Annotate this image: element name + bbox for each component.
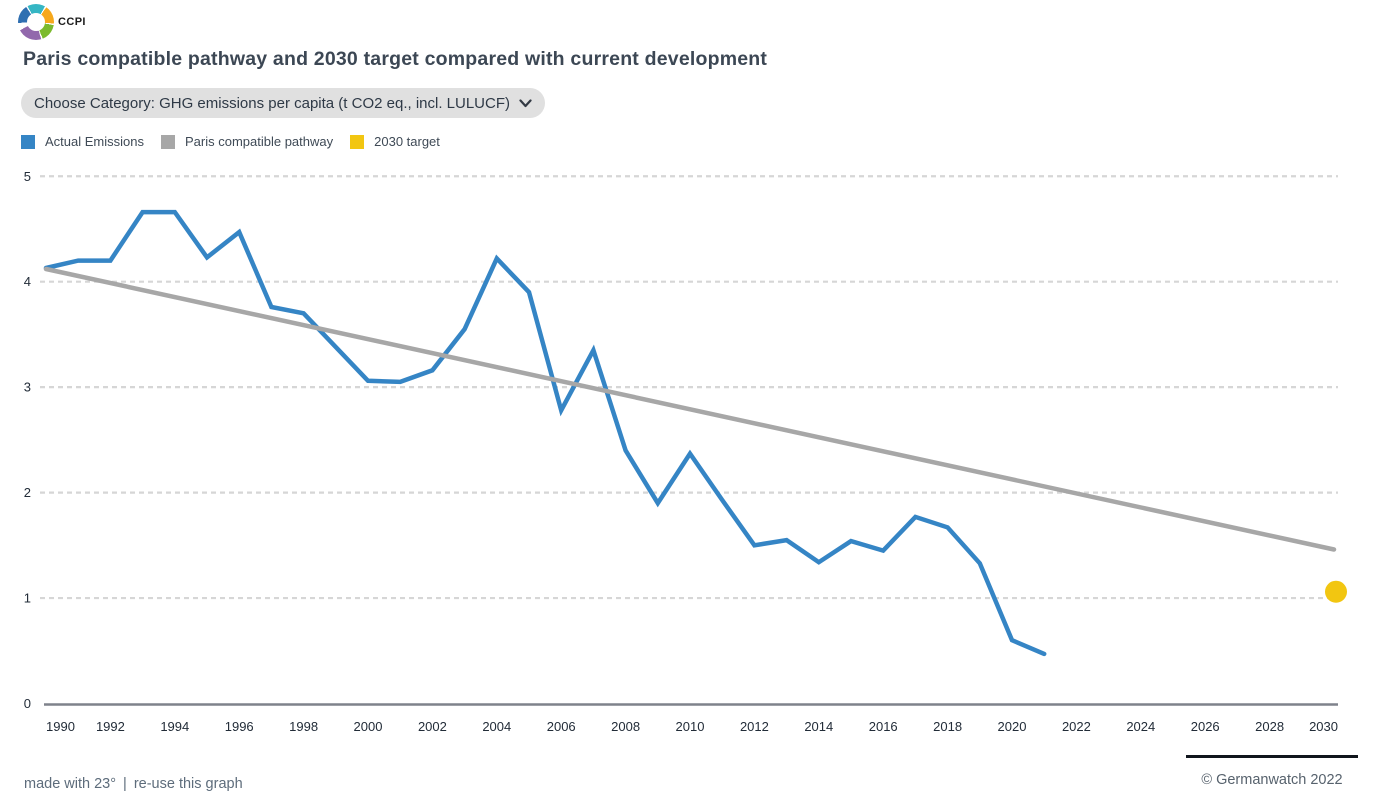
- x-tick-label: 2008: [611, 719, 640, 734]
- paris-pathway-swatch-icon: [160, 134, 175, 149]
- y-tick-label: 1: [24, 591, 31, 606]
- x-tick-label: 2002: [418, 719, 447, 734]
- target-2030-swatch-icon: [350, 134, 365, 149]
- x-tick-label: 2026: [1191, 719, 1220, 734]
- actual-emissions-swatch-icon: [21, 134, 35, 149]
- y-tick-label: 3: [24, 380, 31, 395]
- chart-legend: Actual Emissions Paris compatible pathwa…: [21, 134, 440, 149]
- ccpi-ring-icon: [18, 4, 54, 40]
- x-tick-label: 1990: [46, 719, 75, 734]
- x-tick-label: 2020: [998, 719, 1027, 734]
- copyright-text: © Germanwatch 2022: [1201, 772, 1343, 788]
- made-with-link[interactable]: made with 23°: [24, 776, 117, 792]
- paris-pathway-line: [43, 266, 1337, 552]
- category-dropdown[interactable]: Choose Category: GHG emissions per capit…: [21, 88, 546, 118]
- category-dropdown-label: Choose Category: GHG emissions per capit…: [34, 94, 511, 112]
- target-2030-dot: [1325, 580, 1347, 603]
- x-tick-label: 2000: [354, 719, 383, 734]
- copyright-divider: [1186, 755, 1358, 758]
- ccpi-logo[interactable]: CCPI: [18, 4, 86, 40]
- x-tick-label: 1996: [225, 719, 254, 734]
- x-tick-label: 2010: [676, 719, 705, 734]
- x-tick-label: 2006: [547, 719, 576, 734]
- attribution-bar: made with 23° | re-use this graph: [24, 776, 243, 792]
- x-tick-label: 2004: [482, 719, 511, 734]
- y-tick-label: 5: [24, 169, 31, 184]
- x-tick-label: 1994: [160, 719, 189, 734]
- legend-item-paris-pathway[interactable]: Paris compatible pathway: [160, 134, 334, 149]
- x-tick-label: 2016: [869, 719, 898, 734]
- y-tick-label: 2: [24, 485, 31, 500]
- x-tick-label: 1992: [96, 719, 125, 734]
- chevron-down-icon: [519, 98, 532, 107]
- legend-item-actual-emissions[interactable]: Actual Emissions: [21, 134, 144, 149]
- reuse-graph-link[interactable]: re-use this graph: [133, 776, 243, 792]
- legend-item-2030-target[interactable]: 2030 target: [350, 134, 440, 149]
- x-tick-label: 2022: [1062, 719, 1091, 734]
- x-tick-label: 1998: [289, 719, 318, 734]
- y-tick-label: 0: [24, 696, 31, 711]
- x-tick-label: 2028: [1255, 719, 1284, 734]
- legend-label: Actual Emissions: [45, 134, 144, 149]
- legend-label: 2030 target: [374, 134, 440, 149]
- x-tick-label: 2014: [804, 719, 833, 734]
- x-tick-label: 2018: [933, 719, 962, 734]
- footer-separator: |: [123, 776, 127, 792]
- x-tick-label: 2012: [740, 719, 769, 734]
- x-tick-label: 2030: [1309, 719, 1338, 734]
- page-title: Paris compatible pathway and 2030 target…: [23, 48, 768, 70]
- x-tick-label: 2024: [1126, 719, 1155, 734]
- actual-emissions-line: [43, 209, 1047, 657]
- legend-label: Paris compatible pathway: [184, 134, 334, 149]
- y-tick-label: 4: [24, 274, 31, 289]
- ccpi-logo-label: CCPI: [58, 16, 86, 28]
